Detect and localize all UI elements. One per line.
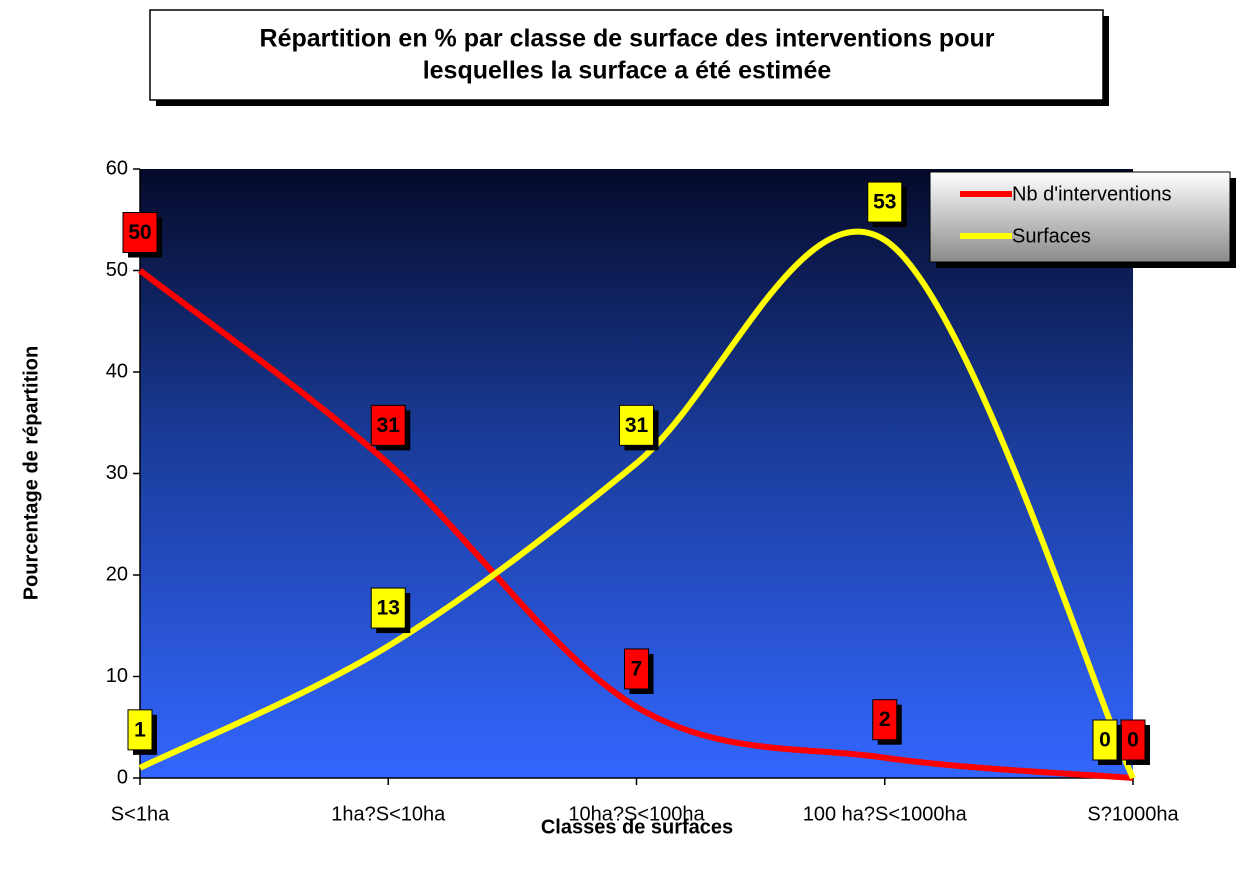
data-label: 1 <box>134 718 146 741</box>
data-label: 13 <box>377 597 400 620</box>
data-label: 50 <box>128 221 151 244</box>
y-tick-label: 10 <box>106 665 128 687</box>
data-label: 0 <box>1099 729 1111 752</box>
y-tick-label: 60 <box>106 157 128 179</box>
x-tick-label: 1ha?S<10ha <box>331 803 446 825</box>
legend-box <box>929 171 1231 263</box>
data-label-box <box>127 709 153 751</box>
legend-label: Nb d'interventions <box>1012 183 1171 205</box>
y-tick-label: 40 <box>106 360 128 382</box>
data-label-box <box>370 404 406 446</box>
data-label-box <box>122 212 158 253</box>
data-label: 53 <box>873 191 896 214</box>
x-tick-label: 100 ha?S<1000ha <box>803 803 968 825</box>
x-tick-label: 10ha?S<100ha <box>568 803 705 825</box>
chart-title: Répartition en % par classe de surface d… <box>260 25 995 53</box>
y-tick-label: 0 <box>117 766 128 788</box>
data-label-box <box>1120 719 1146 761</box>
data-label: 7 <box>631 657 643 680</box>
y-axis-title: Pourcentage de répartition <box>20 346 42 601</box>
x-axis-title: Classes de surfaces <box>541 816 733 838</box>
data-label: 0 <box>1127 729 1139 752</box>
data-label: 2 <box>879 708 891 731</box>
data-label-box <box>1092 719 1118 761</box>
data-label-box <box>619 404 654 446</box>
legend-label: Surfaces <box>1012 225 1091 247</box>
data-label-box <box>867 181 903 223</box>
y-tick-label: 20 <box>106 563 128 585</box>
series-line <box>138 228 1136 780</box>
data-label-box <box>624 648 649 690</box>
data-label: 31 <box>625 414 649 437</box>
data-label-box <box>370 587 406 629</box>
y-tick-label: 30 <box>106 462 128 484</box>
series-line <box>138 268 1134 781</box>
chart-title: lesquelles la surface a été estimée <box>423 57 832 85</box>
y-tick-label: 50 <box>106 259 128 281</box>
data-label: 31 <box>377 414 401 437</box>
x-tick-label: S?1000ha <box>1087 803 1179 825</box>
data-label-box <box>872 699 898 741</box>
title-box <box>149 9 1104 101</box>
x-tick-label: S<1ha <box>111 803 170 825</box>
